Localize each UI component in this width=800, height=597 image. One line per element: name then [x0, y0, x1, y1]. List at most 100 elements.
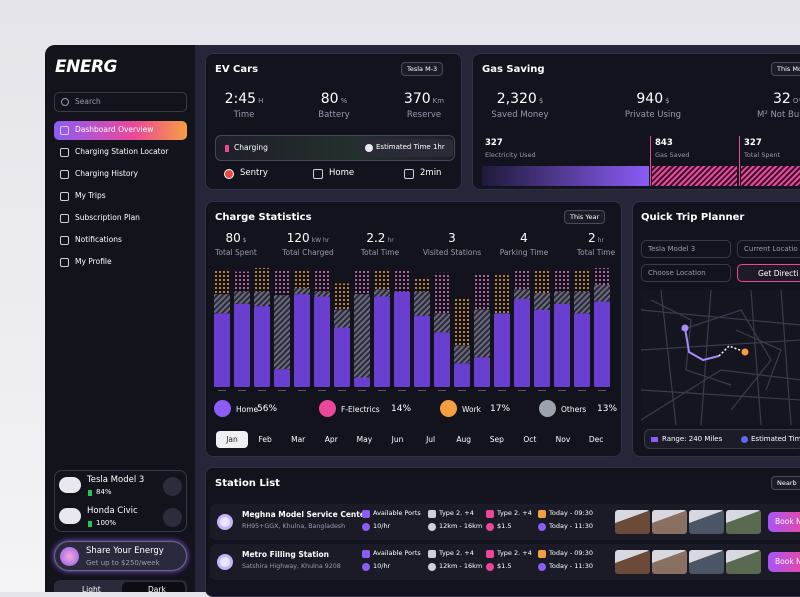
- tick: [578, 390, 586, 391]
- nav-icon: [60, 126, 69, 135]
- stat-value: 32O²: [773, 91, 800, 107]
- bar-segment: [214, 313, 230, 387]
- month[interactable]: Mar: [291, 435, 306, 444]
- car-avatar: [59, 477, 81, 493]
- book-button[interactable]: Book N: [768, 512, 800, 532]
- nav-icon: [60, 148, 69, 157]
- bar-segment: [574, 291, 590, 314]
- vehicle-select[interactable]: Tesla Model 3: [641, 240, 731, 258]
- nav-label: Notifications: [75, 235, 122, 244]
- bar-segment: [474, 357, 490, 387]
- clock-icon: [365, 144, 373, 152]
- month[interactable]: Oct: [523, 435, 537, 444]
- station-photo: [689, 550, 724, 574]
- nav-item[interactable]: Charging Station Locator: [54, 143, 187, 162]
- value: 2,320: [496, 91, 537, 107]
- value: 2: [588, 231, 596, 245]
- bar-segment: [394, 291, 410, 387]
- stat-value: 2,320 $: [497, 91, 544, 107]
- breakdown-bar: [741, 166, 800, 186]
- info-icon: [362, 510, 370, 518]
- month[interactable]: Sep: [489, 435, 504, 444]
- month[interactable]: Jun: [391, 435, 404, 444]
- info-open: Today - 09:30: [549, 509, 594, 517]
- nav-item[interactable]: Charging History: [54, 165, 187, 184]
- nav-item[interactable]: Subscription Plan: [54, 209, 187, 228]
- stat-value: 80%: [321, 91, 347, 107]
- nav-item[interactable]: My Trips: [54, 187, 187, 206]
- eta-icon: [741, 436, 748, 443]
- legend-label: F-Electrics: [341, 405, 380, 414]
- month[interactable]: May: [356, 435, 373, 444]
- map[interactable]: [641, 290, 800, 425]
- bar-segment: [594, 284, 610, 302]
- to-input[interactable]: Choose Location: [641, 264, 731, 282]
- month[interactable]: Apr: [324, 435, 338, 444]
- feature-label: Sentry: [240, 168, 268, 178]
- month[interactable]: Nov: [555, 435, 571, 444]
- car-menu[interactable]: [163, 477, 182, 496]
- estimate-text: Estimated Time 1hr: [376, 143, 445, 151]
- nav-item[interactable]: Dashboard Overview: [54, 121, 187, 140]
- station-row: Meghna Model Service Center RH95+GGX, Khu…: [210, 504, 800, 540]
- nav-label: My Profile: [75, 257, 112, 266]
- stat-label: Battery: [318, 110, 350, 120]
- legend-share: 17%: [490, 404, 511, 414]
- share-title: Share Your Energy: [86, 546, 164, 556]
- from-input[interactable]: Current Locatio: [737, 240, 800, 258]
- bar-segment: [334, 309, 350, 328]
- car-avatar: [59, 508, 81, 524]
- book-button[interactable]: Book N: [768, 552, 800, 572]
- search-box[interactable]: Search: [54, 92, 187, 112]
- bar-segment: [474, 309, 490, 358]
- info-icon: [486, 523, 494, 531]
- nav-item[interactable]: My Profile: [54, 253, 187, 272]
- breakdown-label: Electricity Used: [485, 151, 536, 159]
- bar-segment: [514, 289, 530, 299]
- unit: H: [258, 97, 264, 105]
- range: Range: 240 Miles: [662, 435, 723, 443]
- breakdown-label: Gas Saved: [655, 151, 690, 159]
- month[interactable]: Aug: [456, 435, 472, 444]
- info-distance: 12km - 16km: [439, 522, 483, 530]
- unit: O²: [792, 97, 800, 105]
- nav-label: Subscription Plan: [75, 213, 140, 222]
- selector[interactable]: This Mo: [771, 62, 800, 76]
- month[interactable]: Jan: [226, 435, 238, 444]
- bar-segment: [254, 291, 270, 307]
- info-connector-b: Type 2. +4: [497, 549, 532, 557]
- directions-button[interactable]: Get Directi: [737, 264, 800, 282]
- nav-icon: [60, 258, 69, 267]
- selector[interactable]: This Year: [564, 210, 606, 224]
- unit: Km: [432, 97, 445, 105]
- station-icon: [217, 554, 233, 570]
- info-ports: Available Ports: [373, 549, 421, 557]
- month[interactable]: Feb: [258, 435, 272, 444]
- share-card[interactable]: Share Your Energy Get up to $250/week: [54, 541, 187, 571]
- info-icon: [538, 550, 546, 558]
- bar-segment: [554, 303, 570, 387]
- breakdown-bar: [652, 166, 737, 186]
- info-open: Today - 09:30: [549, 549, 594, 557]
- battery-icon: [88, 521, 92, 527]
- month-pill: [216, 431, 248, 448]
- stat-label: Total Charged: [282, 248, 334, 257]
- bar-segment: [274, 369, 290, 387]
- bar-segment: [494, 313, 510, 387]
- car-menu[interactable]: [163, 508, 182, 527]
- value: 80: [320, 91, 339, 107]
- month[interactable]: Jul: [426, 435, 436, 444]
- info-rate: 10/hr: [373, 562, 391, 570]
- month[interactable]: Dec: [588, 435, 604, 444]
- bar-segment: [514, 270, 530, 290]
- theme-option[interactable]: Dark: [148, 585, 166, 592]
- selector[interactable]: Tesla M-3: [401, 62, 444, 76]
- filter-select[interactable]: Nearb: [771, 476, 800, 490]
- info-distance: 12km - 16km: [439, 562, 483, 570]
- theme-option[interactable]: Light: [82, 585, 101, 592]
- bar-segment: [434, 272, 450, 314]
- unit: hr: [597, 237, 604, 244]
- nav-item[interactable]: Notifications: [54, 231, 187, 250]
- tick: [518, 390, 526, 391]
- nav-label: Charging History: [75, 169, 138, 178]
